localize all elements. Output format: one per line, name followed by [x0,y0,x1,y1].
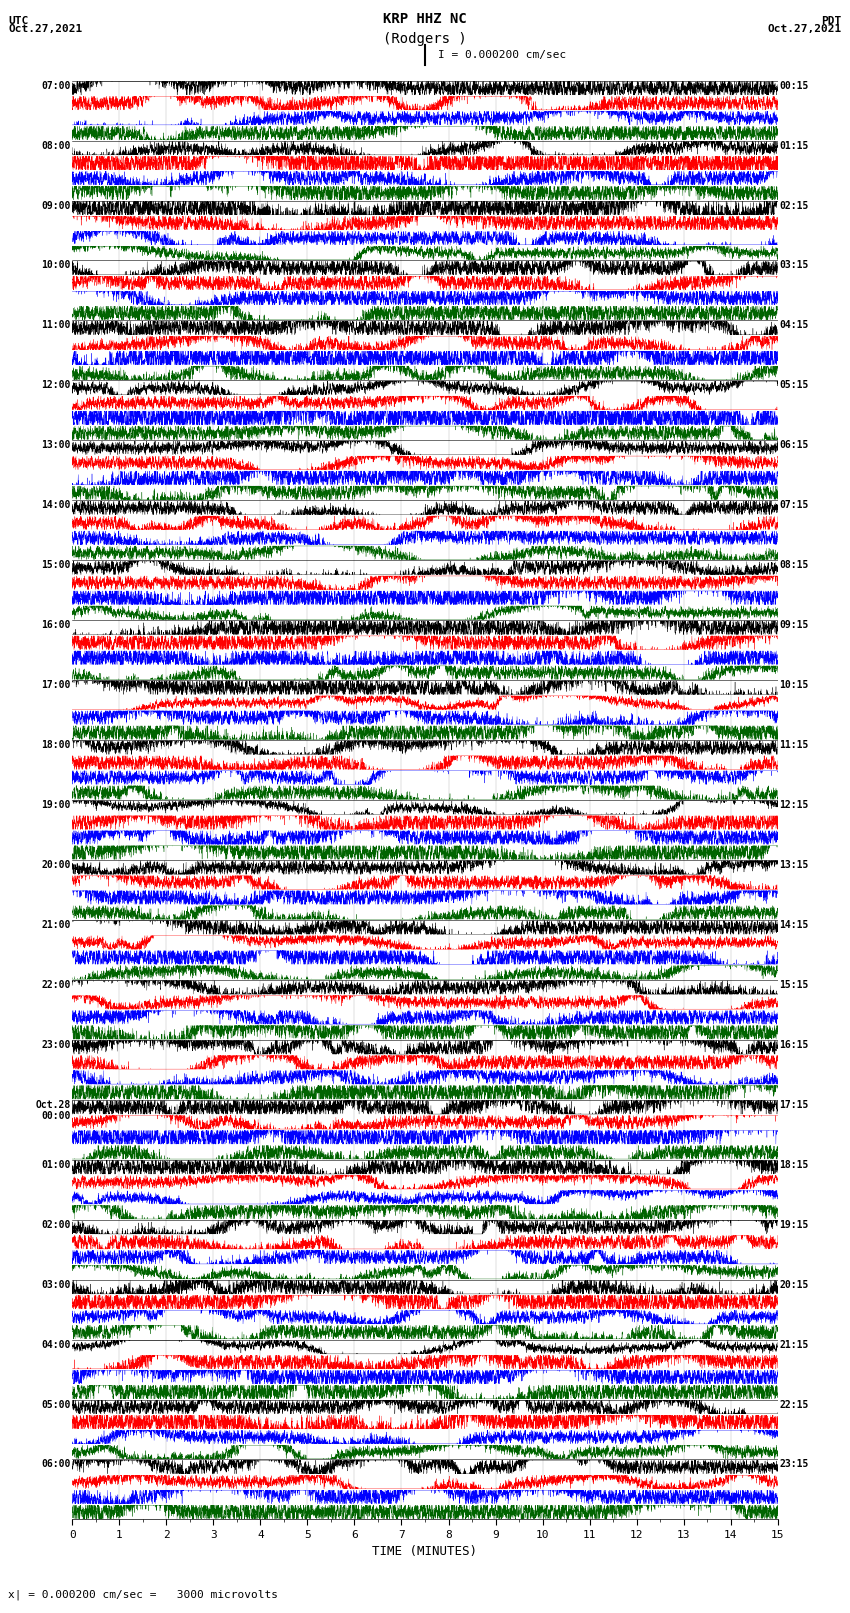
Text: 06:00: 06:00 [42,1460,71,1469]
Text: 02:00: 02:00 [42,1219,71,1229]
Text: 06:15: 06:15 [779,440,808,450]
Text: 09:15: 09:15 [779,621,808,631]
Text: 07:00: 07:00 [42,81,71,90]
Text: UTC: UTC [8,16,29,26]
Text: 22:00: 22:00 [42,981,71,990]
Text: 10:00: 10:00 [42,261,71,271]
Text: PDT: PDT [821,16,842,26]
Text: 15:00: 15:00 [42,560,71,571]
Text: 11:00: 11:00 [42,321,71,331]
Text: I = 0.000200 cm/sec: I = 0.000200 cm/sec [438,50,566,60]
Text: 01:00: 01:00 [42,1160,71,1169]
Text: KRP HHZ NC: KRP HHZ NC [383,11,467,26]
Text: 11:15: 11:15 [779,740,808,750]
Text: 08:00: 08:00 [42,140,71,150]
Text: 16:15: 16:15 [779,1040,808,1050]
Text: 04:00: 04:00 [42,1339,71,1350]
Text: 14:15: 14:15 [779,919,808,931]
Text: 03:00: 03:00 [42,1279,71,1290]
Text: Oct.28
00:00: Oct.28 00:00 [36,1100,71,1121]
Text: 09:00: 09:00 [42,200,71,211]
Text: 04:15: 04:15 [779,321,808,331]
Text: 19:00: 19:00 [42,800,71,810]
Text: 08:15: 08:15 [779,560,808,571]
Text: 01:15: 01:15 [779,140,808,150]
Text: 13:00: 13:00 [42,440,71,450]
Text: 17:00: 17:00 [42,681,71,690]
Text: 12:00: 12:00 [42,381,71,390]
Text: 18:15: 18:15 [779,1160,808,1169]
Text: 19:15: 19:15 [779,1219,808,1229]
Text: 21:00: 21:00 [42,919,71,931]
Text: 05:15: 05:15 [779,381,808,390]
Text: 22:15: 22:15 [779,1400,808,1410]
Text: x| = 0.000200 cm/sec =   3000 microvolts: x| = 0.000200 cm/sec = 3000 microvolts [8,1589,279,1600]
Text: 12:15: 12:15 [779,800,808,810]
Text: 23:15: 23:15 [779,1460,808,1469]
Text: 20:00: 20:00 [42,860,71,869]
Text: 14:00: 14:00 [42,500,71,510]
Text: 00:15: 00:15 [779,81,808,90]
Text: 20:15: 20:15 [779,1279,808,1290]
Text: 18:00: 18:00 [42,740,71,750]
Text: 10:15: 10:15 [779,681,808,690]
Text: 02:15: 02:15 [779,200,808,211]
Text: 15:15: 15:15 [779,981,808,990]
Text: (Rodgers ): (Rodgers ) [383,32,467,47]
Text: 05:00: 05:00 [42,1400,71,1410]
Text: Oct.27,2021: Oct.27,2021 [768,24,842,34]
X-axis label: TIME (MINUTES): TIME (MINUTES) [372,1545,478,1558]
Text: 21:15: 21:15 [779,1339,808,1350]
Text: Oct.27,2021: Oct.27,2021 [8,24,82,34]
Text: 07:15: 07:15 [779,500,808,510]
Text: 23:00: 23:00 [42,1040,71,1050]
Text: 03:15: 03:15 [779,261,808,271]
Text: 17:15: 17:15 [779,1100,808,1110]
Text: 16:00: 16:00 [42,621,71,631]
Text: 13:15: 13:15 [779,860,808,869]
